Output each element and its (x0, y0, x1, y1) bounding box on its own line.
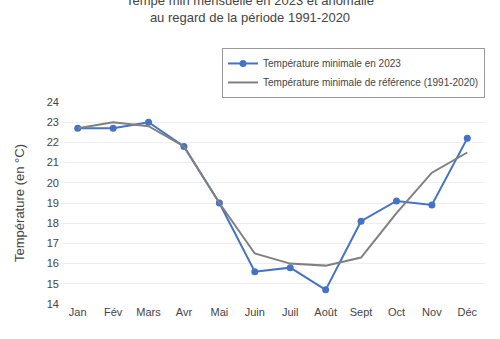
svg-text:Déc: Déc (458, 306, 478, 318)
svg-text:Jan: Jan (69, 306, 87, 318)
svg-text:14: 14 (47, 298, 59, 310)
svg-text:19: 19 (47, 197, 59, 209)
svg-text:Tempe min mensuelle en 2023 et: Tempe min mensuelle en 2023 et anomaliea… (126, 0, 374, 25)
svg-text:18: 18 (47, 217, 59, 229)
svg-text:Température minimale de référe: Température minimale de référence (1991-… (263, 77, 478, 88)
svg-text:Mars: Mars (136, 306, 161, 318)
svg-text:21: 21 (47, 156, 59, 168)
svg-text:Avr: Avr (176, 306, 193, 318)
svg-text:Température (en °C): Température (en °C) (12, 144, 27, 262)
svg-text:Juil: Juil (282, 306, 299, 318)
svg-text:24: 24 (47, 96, 59, 108)
svg-text:22: 22 (47, 136, 59, 148)
svg-text:Fév: Fév (104, 306, 123, 318)
svg-text:Sept: Sept (350, 306, 373, 318)
svg-text:Août: Août (314, 306, 337, 318)
svg-text:Oct: Oct (388, 306, 405, 318)
svg-text:17: 17 (47, 237, 59, 249)
svg-text:Température minimale en 2023: Température minimale en 2023 (263, 58, 401, 69)
svg-text:15: 15 (47, 278, 59, 290)
svg-text:Mai: Mai (211, 306, 229, 318)
svg-text:23: 23 (47, 116, 59, 128)
svg-text:20: 20 (47, 177, 59, 189)
svg-text:Juin: Juin (245, 306, 265, 318)
svg-text:Nov: Nov (422, 306, 442, 318)
svg-text:16: 16 (47, 257, 59, 269)
